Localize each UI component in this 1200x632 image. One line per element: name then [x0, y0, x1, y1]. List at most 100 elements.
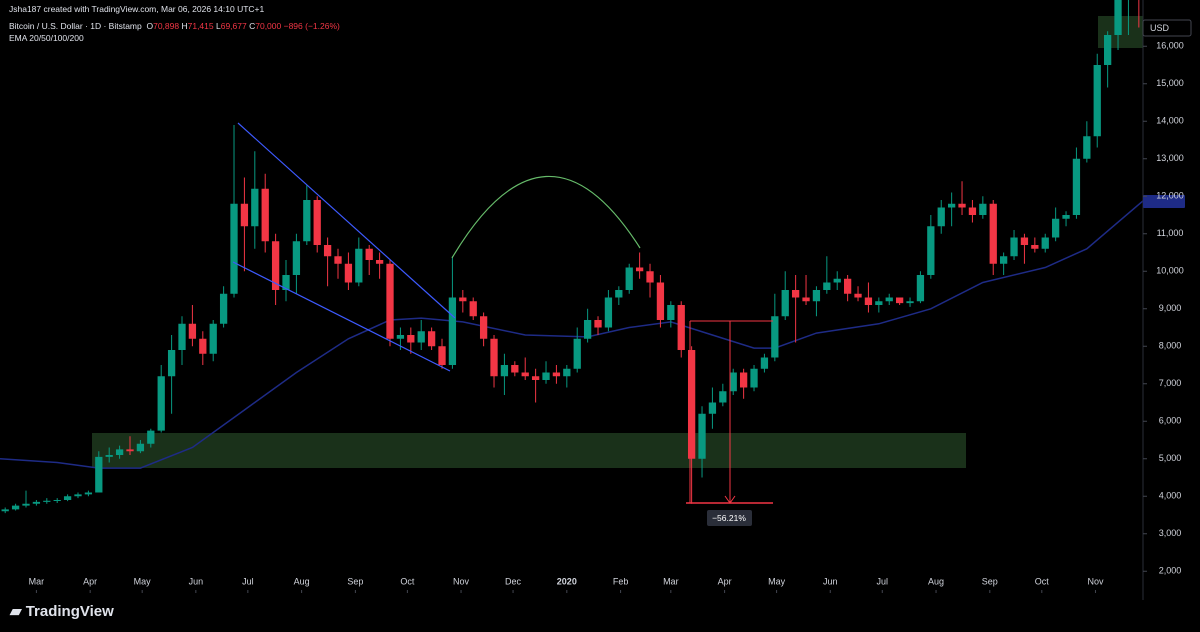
candle-body — [105, 455, 113, 457]
candle-body — [656, 282, 665, 320]
candle-body — [843, 278, 852, 294]
x-tick-label: 2020 — [557, 576, 577, 586]
ohlc-label: O — [146, 21, 154, 31]
candle-body — [407, 335, 415, 343]
x-tick-label: Mar — [663, 576, 679, 586]
candle-body — [698, 413, 706, 459]
candle-body — [1020, 237, 1029, 245]
candle-body — [344, 263, 353, 283]
measure-label: −56.21% — [712, 513, 746, 523]
candle-body — [1041, 237, 1049, 249]
drawings: −56.21% USD — [232, 0, 1192, 600]
candle-body — [1093, 65, 1101, 137]
candle-body — [167, 350, 176, 377]
candle-body — [1062, 215, 1070, 219]
candle-body — [968, 207, 977, 215]
candle-body — [667, 305, 675, 320]
y-tick-label: 9,000 — [1159, 303, 1182, 313]
candle-body — [1103, 35, 1112, 65]
candle-body — [771, 316, 779, 358]
candle-body — [459, 297, 467, 302]
candle-body — [781, 290, 789, 317]
candle-body — [937, 207, 945, 227]
candle-body — [22, 503, 30, 506]
y-tick-label: 6,000 — [1159, 416, 1182, 426]
x-tick-label: Mar — [29, 576, 45, 586]
candle-body — [136, 443, 145, 452]
candle-body — [604, 297, 613, 328]
candle-body — [531, 376, 540, 380]
candle-body — [812, 290, 821, 302]
candle-body — [916, 275, 925, 302]
wedge-line — [232, 261, 451, 372]
candle-body — [958, 203, 966, 208]
candle-body — [989, 203, 997, 264]
candle-body — [53, 500, 61, 501]
candle-body — [209, 323, 217, 354]
x-tick-label: Jul — [877, 576, 889, 586]
candle-body — [864, 297, 873, 305]
ohlc-value: 71,415 — [187, 21, 214, 31]
candle-body — [375, 260, 384, 264]
ohlc-label: L — [215, 21, 221, 31]
candle-body — [32, 501, 41, 504]
candle-body — [282, 275, 290, 290]
candle-body — [115, 449, 124, 455]
ema-line — [0, 199, 1143, 469]
candle-body — [147, 430, 155, 444]
candle-body — [240, 203, 249, 227]
candle-body — [1114, 0, 1122, 35]
ohlc-label: C — [249, 21, 256, 31]
candle-body — [719, 391, 727, 403]
x-tick-label: Aug — [928, 576, 944, 586]
candle-body — [750, 368, 758, 388]
candle-body — [999, 256, 1008, 264]
y-tick-label: 2,000 — [1159, 566, 1182, 576]
candle-body — [573, 338, 581, 369]
candle-body — [490, 338, 498, 377]
wedge-line — [237, 122, 456, 319]
candle-body — [583, 320, 592, 339]
candle-body — [885, 297, 893, 302]
currency-box — [1142, 19, 1192, 37]
candle-body — [219, 293, 228, 324]
candle-body — [552, 372, 561, 377]
ohlc-value: 70,898 — [153, 21, 180, 31]
y-tick-label: 12,000 — [1156, 191, 1184, 201]
candle-body — [43, 500, 51, 502]
ohlc-value: 70,000 — [255, 21, 282, 31]
candle-body — [927, 226, 935, 275]
candle-body — [635, 267, 644, 272]
candle-body — [251, 188, 259, 227]
candle-body — [126, 449, 134, 452]
x-tick-label: May — [134, 576, 152, 586]
x-tick-label: Jun — [189, 576, 204, 586]
x-tick-label: Oct — [1035, 576, 1050, 586]
candle-body — [63, 496, 72, 500]
ohlc-value: 69,677 — [220, 21, 247, 31]
candle-body — [708, 402, 717, 414]
x-tick-label: Nov — [453, 576, 470, 586]
x-tick-label: Sep — [347, 576, 363, 586]
y-tick-label: 11,000 — [1157, 228, 1184, 238]
ema-price-tag — [1143, 195, 1185, 208]
x-tick-label: Sep — [982, 576, 998, 586]
candle-body — [542, 372, 550, 380]
change: −896 (−1.26%) — [283, 21, 340, 31]
ohlc-label: H — [181, 21, 188, 31]
candle-body — [875, 301, 883, 305]
candle-body — [500, 365, 509, 377]
y-tick-label: 7,000 — [1159, 378, 1182, 388]
x-tick-label: Apr — [83, 576, 97, 586]
brand-name: TradingView — [25, 603, 114, 620]
candle-body — [178, 323, 186, 350]
candle-body — [802, 297, 810, 302]
candle-body — [563, 368, 571, 377]
candle-body — [906, 301, 914, 304]
candle-body — [729, 372, 737, 392]
candle-body — [1051, 218, 1060, 238]
candle-body — [386, 263, 394, 339]
y-tick-label: 8,000 — [1159, 341, 1182, 351]
